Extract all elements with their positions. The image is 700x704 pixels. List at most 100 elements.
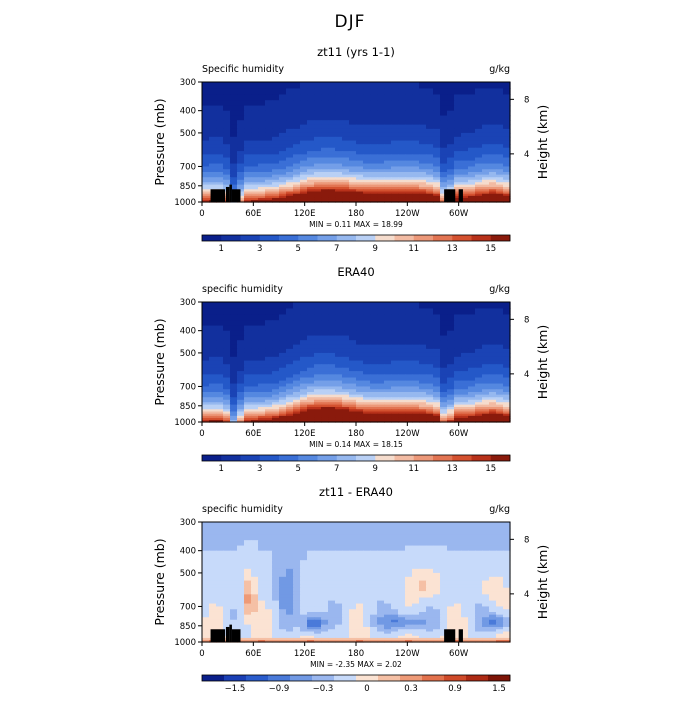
field-cell: [237, 391, 245, 396]
field-cell: [265, 100, 273, 107]
field-cell: [202, 325, 210, 332]
field-cell: [202, 120, 210, 126]
field-cell: [258, 624, 266, 628]
field-cell: [286, 631, 294, 635]
field-cell: [349, 603, 357, 608]
field-cell: [202, 603, 210, 608]
field-cell: [377, 637, 385, 641]
field-cell: [230, 391, 238, 396]
field-cell: [202, 611, 210, 616]
field-cell: [293, 166, 301, 170]
field-cell: [279, 622, 287, 626]
field-cell: [251, 411, 259, 415]
field-cell: [454, 163, 462, 168]
colorbar-swatch: [224, 675, 247, 681]
y-tick-label: 300: [180, 298, 196, 308]
field-cell: [412, 197, 420, 201]
field-cell: [384, 195, 392, 199]
colorbar: −1.5 −0.9 −0.3 0 0.3 0.9 1.5: [201, 674, 511, 694]
field-cell: [286, 417, 294, 421]
field-cell: [405, 115, 413, 121]
field-cell: [335, 199, 343, 203]
field-cell: [209, 624, 217, 628]
field-cell: [468, 124, 476, 130]
field-cell: [244, 340, 252, 346]
field-cell: [433, 631, 441, 635]
field-cell: [223, 587, 231, 592]
units-label: g/kg: [489, 504, 510, 515]
field-cell: [314, 191, 322, 195]
field-cell: [363, 344, 371, 350]
field-cell: [433, 550, 441, 557]
field-cell: [237, 199, 245, 203]
field-cell: [461, 94, 469, 101]
field-cell: [209, 335, 217, 341]
field-cell: [307, 419, 315, 423]
field-cell: [244, 195, 252, 199]
field-cell: [209, 619, 217, 623]
field-cell: [370, 564, 378, 570]
field-cell: [272, 411, 280, 415]
field-cell: [230, 522, 238, 530]
field-cell: [496, 417, 504, 421]
field-cell: [391, 600, 399, 605]
field-cell: [377, 587, 385, 592]
field-cell: [328, 115, 336, 121]
field-cell: [426, 100, 434, 107]
field-cell: [258, 100, 266, 107]
field-cell: [496, 397, 504, 401]
field-cell: [335, 417, 343, 421]
field-cell: [258, 555, 266, 561]
field-cell: [244, 371, 252, 375]
field-cell: [468, 163, 476, 168]
field-cell: [202, 626, 210, 630]
field-cell: [496, 391, 504, 396]
field-cell: [328, 82, 336, 90]
field-cell: [496, 377, 504, 382]
field-cell: [342, 580, 350, 585]
field-cell: [244, 619, 252, 623]
field-cell: [503, 348, 511, 354]
field-cell: [300, 584, 308, 589]
field-cell: [307, 179, 315, 183]
field-cell: [223, 386, 231, 390]
field-cell: [251, 576, 259, 582]
field-cell: [349, 560, 357, 566]
field-cell: [251, 330, 259, 337]
field-cell: [370, 140, 378, 145]
field-cell: [237, 580, 245, 585]
field-cell: [461, 522, 469, 530]
y-tick-label: 500: [180, 569, 196, 579]
field-cell: [265, 600, 273, 605]
field-cell: [216, 132, 224, 138]
field-cell: [489, 386, 497, 390]
field-cell: [412, 330, 420, 337]
field-cell: [286, 371, 294, 375]
y-tick-label: 1000: [174, 418, 196, 428]
field-cell: [412, 622, 420, 626]
field-cell: [223, 335, 231, 341]
field-cell: [440, 389, 448, 393]
field-cell: [244, 171, 252, 176]
field-cell: [244, 356, 252, 362]
field-cell: [335, 166, 343, 170]
field-cell: [370, 302, 378, 310]
field-cell: [440, 163, 448, 168]
field-cell: [454, 157, 462, 162]
field-cell: [209, 124, 217, 130]
field-cell: [244, 302, 252, 310]
field-cell: [475, 383, 483, 388]
field-cell: [391, 124, 399, 130]
field-cell: [216, 82, 224, 90]
field-cell: [405, 399, 413, 403]
right-tick-label: 4: [524, 590, 529, 600]
field-cell: [279, 572, 287, 578]
field-cell: [335, 534, 343, 541]
field-cell: [426, 160, 434, 165]
field-cell: [363, 409, 371, 413]
field-cell: [419, 380, 427, 385]
field-cell: [475, 617, 483, 621]
field-cell: [384, 199, 392, 203]
field-cell: [489, 147, 497, 152]
field-cell: [209, 169, 217, 173]
